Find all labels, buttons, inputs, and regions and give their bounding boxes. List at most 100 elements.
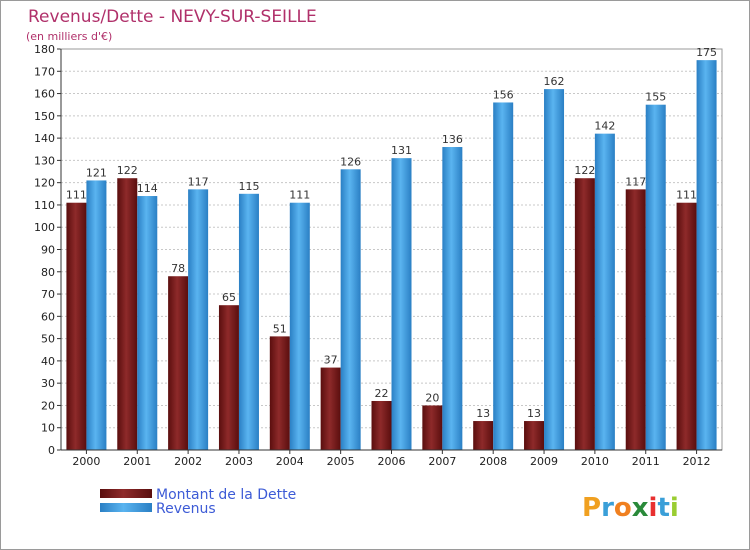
bar-revenue [289, 202, 310, 450]
bar-debt [473, 421, 494, 450]
y-tick-label: 70 [41, 288, 55, 301]
y-tick-label: 20 [41, 399, 55, 412]
data-label-revenue: 114 [137, 182, 158, 195]
y-tick-label: 110 [34, 199, 55, 212]
data-label-debt: 22 [375, 387, 389, 400]
logo-letter: P [582, 493, 601, 523]
data-label-revenue: 131 [391, 144, 412, 157]
bar-debt [574, 178, 595, 450]
bar-revenue [188, 189, 209, 450]
logo-letter: o [614, 493, 632, 523]
x-tick-label: 2007 [428, 455, 456, 468]
y-tick-label: 60 [41, 310, 55, 323]
data-label-debt: 122 [574, 164, 595, 177]
bar-revenue [137, 196, 158, 450]
y-tick-label: 150 [34, 110, 55, 123]
chart-subtitle: (en milliers d'€) [26, 30, 112, 43]
x-tick-label: 2012 [683, 455, 711, 468]
legend-label-debt: Montant de la Dette [156, 487, 296, 503]
data-label-debt: 13 [527, 407, 541, 420]
logo-letter: x [632, 493, 649, 523]
x-tick-label: 2010 [581, 455, 609, 468]
data-label-revenue: 115 [238, 180, 259, 193]
y-tick-label: 160 [34, 88, 55, 101]
logo-letter: i [649, 493, 658, 523]
data-label-revenue: 136 [442, 133, 463, 146]
data-label-debt: 65 [222, 291, 236, 304]
data-label-debt: 111 [676, 189, 697, 202]
bar-revenue [391, 158, 412, 450]
data-label-debt: 20 [425, 391, 439, 404]
data-label-debt: 117 [625, 175, 646, 188]
data-label-debt: 111 [66, 189, 87, 202]
y-tick-label: 90 [41, 244, 55, 257]
bar-debt [66, 202, 87, 450]
data-label-debt: 13 [476, 407, 490, 420]
bar-revenue [493, 102, 514, 450]
data-label-revenue: 142 [594, 120, 615, 133]
data-label-revenue: 156 [493, 88, 514, 101]
y-tick-label: 100 [34, 221, 55, 234]
bar-debt [625, 189, 646, 450]
y-tick-label: 10 [41, 422, 55, 435]
x-tick-label: 2001 [123, 455, 151, 468]
legend-swatch-debt [100, 489, 152, 498]
x-tick-label: 2002 [174, 455, 202, 468]
data-label-revenue: 121 [86, 166, 107, 179]
bar-debt [218, 305, 239, 450]
data-label-revenue: 155 [645, 91, 666, 104]
bar-debt [422, 405, 443, 450]
x-tick-label: 2000 [72, 455, 100, 468]
x-tick-label: 2011 [632, 455, 660, 468]
data-label-revenue: 126 [340, 155, 361, 168]
y-tick-label: 120 [34, 177, 55, 190]
bar-revenue [86, 180, 107, 450]
bar-debt [320, 367, 341, 450]
bar-revenue [442, 147, 463, 450]
bar-debt [269, 336, 290, 450]
bar-debt [117, 178, 138, 450]
y-tick-label: 0 [48, 444, 55, 457]
y-tick-label: 30 [41, 377, 55, 390]
bar-debt [524, 421, 545, 450]
bar-debt [676, 202, 697, 450]
data-label-debt: 37 [324, 354, 338, 367]
legend-label-revenue: Revenus [156, 501, 216, 517]
y-tick-label: 180 [34, 43, 55, 56]
data-label-revenue: 111 [289, 189, 310, 202]
logo-letter: r [601, 493, 614, 523]
bars [66, 60, 717, 451]
proxiti-logo: Proxiti [582, 493, 679, 523]
bar-revenue [645, 104, 666, 450]
y-tick-label: 170 [34, 65, 55, 78]
bar-debt [371, 400, 392, 450]
x-tick-label: 2005 [327, 455, 355, 468]
logo-letter: i [670, 493, 679, 523]
data-label-debt: 51 [273, 322, 287, 335]
y-tick-label: 140 [34, 132, 55, 145]
logo-letter: t [657, 493, 669, 523]
x-tick-label: 2004 [276, 455, 304, 468]
bar-debt [168, 276, 189, 450]
bar-revenue [544, 89, 565, 450]
data-label-revenue: 162 [544, 75, 565, 88]
legend-swatch-revenue [100, 503, 152, 512]
data-label-debt: 78 [171, 262, 185, 275]
data-labels: 111 121 122 114 78 117 65 115 51 111 37 126 22 131 20 1… [66, 46, 717, 420]
bar-revenue [696, 60, 717, 451]
y-tick-label: 40 [41, 355, 55, 368]
bar-revenue [238, 193, 259, 451]
data-label-debt: 122 [117, 164, 138, 177]
y-tick-label: 130 [34, 154, 55, 167]
x-tick-label: 2008 [479, 455, 507, 468]
chart-title: Revenus/Dette - NEVY-SUR-SEILLE [28, 7, 317, 27]
bar-revenue [594, 133, 615, 450]
data-label-revenue: 175 [696, 46, 717, 59]
bar-revenue [340, 169, 361, 451]
x-tick-label: 2009 [530, 455, 558, 468]
x-tick-label: 2006 [378, 455, 406, 468]
data-label-revenue: 117 [188, 175, 209, 188]
x-tick-label: 2003 [225, 455, 253, 468]
axes: 0 10 20 30 40 50 60 70 80 90 100 110 120 130 140 150 160… [34, 43, 723, 468]
